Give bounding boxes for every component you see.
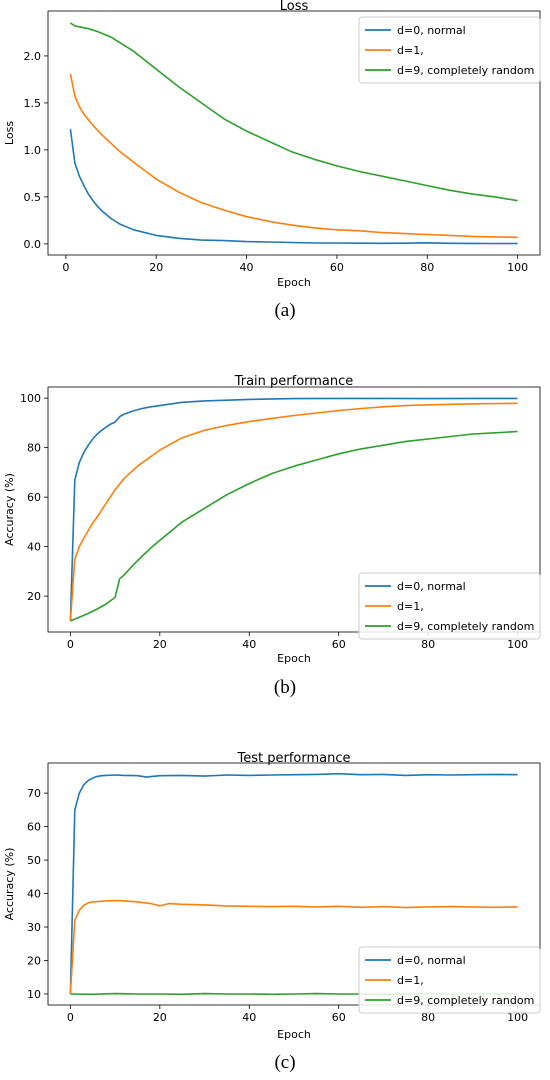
y-tick-label: 1.0: [24, 144, 42, 157]
y-tick-label: 0.5: [24, 191, 42, 204]
y-tick-label: 40: [27, 888, 41, 901]
x-tick-label: 100: [507, 638, 528, 651]
legend-label: d=0, normal: [397, 24, 466, 37]
x-tick-label: 40: [240, 261, 254, 274]
legend: d=0, normal d=1, d=9, completely random: [358, 16, 541, 84]
x-tick-label: 80: [421, 1011, 435, 1024]
legend-label: d=9, completely random: [397, 620, 534, 633]
chart-title: Test performance: [237, 751, 351, 766]
chart-title: Train performance: [234, 374, 354, 389]
y-tick-label: 1.5: [24, 97, 42, 110]
series-line-2: [69, 899, 518, 995]
legend-label: d=9, completely random: [397, 994, 534, 1007]
y-tick-label: 70: [27, 787, 41, 800]
loss-chart: Loss 0 20 40 60 80 100 0.0 0.5 1.0 1.5 2.0 Epoch Loss…: [3, 0, 541, 289]
x-tick-label: 60: [330, 261, 344, 274]
x-tick-label: 40: [242, 638, 256, 651]
x-tick-label: 80: [421, 638, 435, 651]
series-line-3: [69, 22, 518, 202]
x-tick-label: 100: [507, 1011, 528, 1024]
x-tick-label: 60: [332, 1011, 346, 1024]
legend-box: [358, 572, 541, 640]
x-tick-label: 60: [332, 638, 346, 651]
y-tick-label: 30: [27, 921, 41, 934]
y-tick-label: 100: [20, 392, 41, 405]
x-tick-label: 0: [67, 1011, 74, 1024]
x-tick-label: 20: [153, 1011, 167, 1024]
y-tick-label: 0.0: [24, 238, 42, 251]
y-tick-label: 60: [27, 821, 41, 834]
plot-frame: [47, 10, 541, 256]
legend-box: [358, 16, 541, 84]
series-line-1: [69, 129, 518, 245]
legend-label: d=9, completely random: [397, 64, 534, 77]
legend-label: d=0, normal: [397, 954, 466, 967]
plot-frame: [47, 762, 541, 1006]
x-axis-label: Epoch: [277, 276, 311, 289]
y-tick-label: 10: [27, 988, 41, 1001]
y-tick-label: 2.0: [24, 50, 42, 63]
y-axis-label: Accuracy (%): [3, 473, 16, 546]
series-line-1: [69, 397, 518, 621]
legend-label: d=1,: [397, 974, 424, 987]
x-tick-label: 40: [242, 1011, 256, 1024]
y-tick-label: 20: [27, 954, 41, 967]
x-tick-label: 20: [149, 261, 163, 274]
y-axis-label: Loss: [3, 121, 16, 145]
legend: d=0, normal d=1, d=9, completely random: [358, 572, 541, 640]
x-axis-label: Epoch: [277, 652, 311, 665]
test-performance-chart: Test performance 0 20 40 60 80 100 10 20 30 40 50 60…: [3, 751, 541, 1041]
legend-box: [358, 946, 541, 1014]
x-axis-label: Epoch: [277, 1028, 311, 1041]
y-tick-label: 80: [27, 442, 41, 455]
y-tick-label: 60: [27, 491, 41, 504]
y-tick-label: 50: [27, 854, 41, 867]
series-line-2: [69, 73, 518, 239]
legend-label: d=1,: [397, 44, 424, 57]
chart-title: Loss: [280, 0, 309, 14]
series-line-1: [69, 772, 518, 995]
y-tick-label: 40: [27, 541, 41, 554]
series-line-3: [70, 430, 518, 622]
plot-frame: [47, 386, 541, 633]
y-tick-label: 20: [27, 590, 41, 603]
x-tick-label: 20: [153, 638, 167, 651]
caption-c: (c): [274, 1052, 296, 1073]
legend: d=0, normal d=1, d=9, completely random: [358, 946, 541, 1014]
legend-label: d=0, normal: [397, 580, 466, 593]
series-line-2: [69, 402, 518, 621]
x-tick-label: 100: [507, 261, 528, 274]
caption-b: (b): [273, 677, 297, 698]
caption-a: (a): [274, 300, 296, 321]
x-tick-label: 0: [62, 261, 69, 274]
x-tick-label: 0: [67, 638, 74, 651]
y-axis-label: Accuracy (%): [3, 848, 16, 921]
legend-label: d=1,: [397, 600, 424, 613]
x-tick-label: 80: [420, 261, 434, 274]
train-performance-chart: Train performance 0 20 40 60 80 100 20 40 60 80 100…: [3, 374, 541, 665]
